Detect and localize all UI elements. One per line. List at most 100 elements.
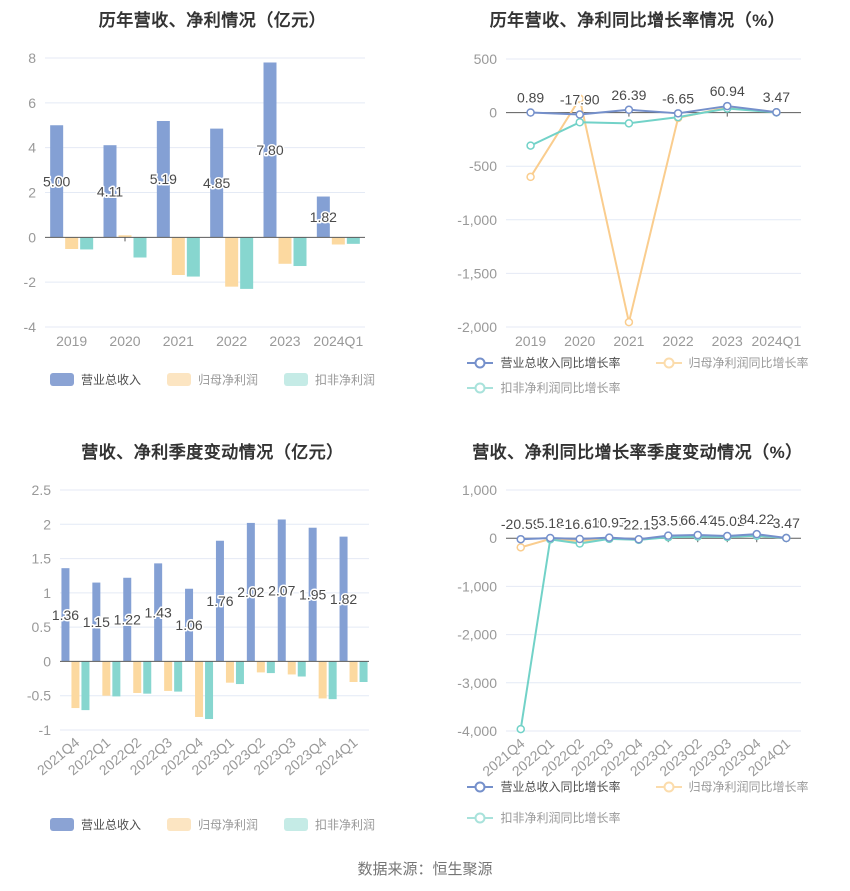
- point-non-gaap-net-profit-growth-2019[interactable]: [526, 141, 535, 150]
- legend-item-parent-net-profit-growth[interactable]: 归母净利润同比增长率: [655, 354, 809, 371]
- point-value-label: 3.47: [773, 515, 800, 531]
- legend-item-parent-net-profit[interactable]: 归母净利润: [166, 371, 258, 388]
- point-non-gaap-net-profit-growth-2020[interactable]: [575, 117, 584, 127]
- bar-revenue-2024Q1[interactable]: [316, 196, 330, 238]
- legend-item-parent-net-profit[interactable]: 归母净利润: [166, 816, 258, 833]
- bar-value-label: 1.95: [299, 587, 326, 603]
- point-revenue-growth-2024Q1[interactable]: [782, 533, 791, 543]
- y-axis-label: 2: [28, 185, 36, 201]
- bar-parent-net-profit-2020[interactable]: [118, 235, 132, 238]
- bar-parent-net-profit-2022Q1[interactable]: [102, 661, 111, 696]
- bar-non-gaap-net-profit-2020[interactable]: [133, 237, 147, 258]
- bar-revenue-2020[interactable]: [103, 145, 117, 238]
- bar-non-gaap-net-profit-2022Q3[interactable]: [174, 661, 183, 692]
- bar-revenue-2023Q1[interactable]: [215, 540, 224, 662]
- bar-parent-net-profit-2024Q1[interactable]: [349, 661, 358, 682]
- point-revenue-growth-2022Q2[interactable]: [575, 534, 584, 544]
- bar-parent-net-profit-2021Q4[interactable]: [71, 661, 80, 709]
- bar-non-gaap-net-profit-2021[interactable]: [186, 237, 200, 277]
- point-parent-net-profit-growth-2021[interactable]: [624, 317, 634, 327]
- bar-parent-net-profit-2022Q4[interactable]: [195, 661, 204, 717]
- legend-line-marker-parent-net-profit-growth: [655, 357, 682, 368]
- bar-parent-net-profit-2023Q4[interactable]: [318, 661, 327, 699]
- legend-item-revenue-growth[interactable]: 营业总收入同比增长率: [466, 778, 621, 795]
- point-parent-net-profit-growth-2020[interactable]: [575, 94, 584, 103]
- bar-non-gaap-net-profit-2022Q4[interactable]: [205, 661, 214, 720]
- point-non-gaap-net-profit-growth-2021[interactable]: [624, 119, 634, 128]
- point-revenue-growth-2021[interactable]: [624, 105, 634, 115]
- legend-item-revenue[interactable]: 营业总收入: [49, 371, 141, 388]
- legend-item-parent-net-profit-growth[interactable]: 归母净利润同比增长率: [655, 778, 809, 795]
- point-revenue-growth-2022Q3[interactable]: [605, 533, 614, 542]
- point-revenue-growth-2023[interactable]: [723, 101, 732, 111]
- line-revenue-growth[interactable]: [529, 105, 778, 116]
- bar-non-gaap-net-profit-2024Q1[interactable]: [359, 661, 368, 682]
- bar-parent-net-profit-2023Q1[interactable]: [225, 661, 234, 683]
- bar-revenue-2024Q1[interactable]: [339, 536, 348, 662]
- point-revenue-growth-2020[interactable]: [575, 110, 584, 119]
- y-axis-label: 4: [28, 140, 36, 156]
- point-parent-net-profit-growth-2021Q4[interactable]: [516, 543, 525, 552]
- legend-item-non-gaap-net-profit[interactable]: 扣非净利润: [284, 816, 375, 833]
- bar-non-gaap-net-profit-2023Q3[interactable]: [297, 661, 306, 677]
- bar-parent-net-profit-2021[interactable]: [171, 237, 185, 275]
- legend-label: 营业总收入同比增长率: [500, 356, 621, 370]
- bar-revenue-2023[interactable]: [263, 62, 277, 238]
- bar-non-gaap-net-profit-2022Q1[interactable]: [112, 661, 121, 697]
- data-source-note: 数据来源：恒生聚源: [357, 861, 493, 878]
- bar-revenue-2022Q4[interactable]: [185, 588, 194, 662]
- bar-revenue-2023Q2[interactable]: [246, 522, 255, 662]
- bar-parent-net-profit-2022[interactable]: [225, 237, 239, 287]
- bar-revenue-2021[interactable]: [156, 120, 170, 238]
- point-revenue-growth-2021Q4[interactable]: [516, 534, 525, 544]
- point-revenue-growth-2023Q3[interactable]: [723, 531, 732, 541]
- bar-parent-net-profit-2023[interactable]: [278, 237, 292, 264]
- bar-parent-net-profit-2022Q3[interactable]: [164, 661, 173, 691]
- legend-item-revenue[interactable]: 营业总收入: [49, 816, 141, 833]
- bar-revenue-2022Q3[interactable]: [154, 563, 163, 662]
- bar-revenue-2019[interactable]: [50, 125, 64, 238]
- legend-item-non-gaap-net-profit-growth[interactable]: 扣非净利润同比增长率: [466, 379, 621, 396]
- point-parent-net-profit-growth-2019[interactable]: [526, 172, 535, 182]
- bar-non-gaap-net-profit-2019[interactable]: [80, 237, 94, 250]
- line-revenue-growth[interactable]: [519, 533, 788, 541]
- point-revenue-growth-2024Q1[interactable]: [772, 107, 781, 117]
- legend-label: 营业总收入同比增长率: [500, 780, 621, 794]
- bar-revenue-2021Q4[interactable]: [61, 568, 70, 662]
- bar-revenue-2022[interactable]: [210, 128, 224, 238]
- bar-revenue-2023Q4[interactable]: [308, 527, 317, 662]
- bar-revenue-2022Q2[interactable]: [123, 577, 132, 662]
- line-non-gaap-net-profit-growth[interactable]: [519, 534, 788, 731]
- bar-non-gaap-net-profit-2021Q4[interactable]: [81, 661, 90, 711]
- line-parent-net-profit-growth[interactable]: [529, 97, 778, 324]
- point-non-gaap-net-profit-growth-2021Q4[interactable]: [516, 724, 525, 734]
- bar-non-gaap-net-profit-2022[interactable]: [240, 237, 254, 289]
- bar-parent-net-profit-2023Q2[interactable]: [256, 661, 265, 673]
- point-revenue-growth-2023Q4[interactable]: [752, 529, 761, 539]
- bar-parent-net-profit-2024Q1[interactable]: [331, 237, 345, 245]
- bar-non-gaap-net-profit-2024Q1[interactable]: [346, 237, 360, 244]
- bar-non-gaap-net-profit-2022Q2[interactable]: [143, 661, 152, 694]
- legend-line-marker-revenue-growth: [467, 781, 494, 792]
- bar-revenue-2023Q3[interactable]: [277, 519, 286, 662]
- bar-non-gaap-net-profit-2023[interactable]: [293, 237, 307, 267]
- point-revenue-growth-2022Q4[interactable]: [634, 535, 643, 544]
- bar-parent-net-profit-2023Q3[interactable]: [287, 661, 296, 675]
- bar-non-gaap-net-profit-2023Q2[interactable]: [266, 661, 275, 674]
- bar-non-gaap-net-profit-2023Q1[interactable]: [235, 661, 244, 685]
- point-revenue-growth-2022[interactable]: [673, 109, 683, 118]
- point-value-label: 0.89: [517, 90, 544, 106]
- bar-revenue-2022Q1[interactable]: [92, 582, 101, 662]
- point-revenue-growth-2023Q1[interactable]: [664, 531, 673, 540]
- point-revenue-growth-2023Q2[interactable]: [693, 530, 702, 540]
- bar-parent-net-profit-2019[interactable]: [65, 237, 79, 249]
- point-revenue-growth-2022Q1[interactable]: [546, 533, 555, 543]
- point-revenue-growth-2019[interactable]: [526, 108, 535, 117]
- legend-item-revenue-growth[interactable]: 营业总收入同比增长率: [466, 354, 621, 371]
- legend-item-non-gaap-net-profit-growth[interactable]: 扣非净利润同比增长率: [466, 809, 621, 826]
- x-axis-label: 2021: [163, 333, 194, 349]
- bar-parent-net-profit-2022Q2[interactable]: [133, 661, 142, 693]
- bar-non-gaap-net-profit-2023Q4[interactable]: [328, 661, 337, 700]
- line-non-gaap-net-profit-growth[interactable]: [529, 107, 778, 147]
- legend-item-non-gaap-net-profit[interactable]: 扣非净利润: [284, 371, 375, 388]
